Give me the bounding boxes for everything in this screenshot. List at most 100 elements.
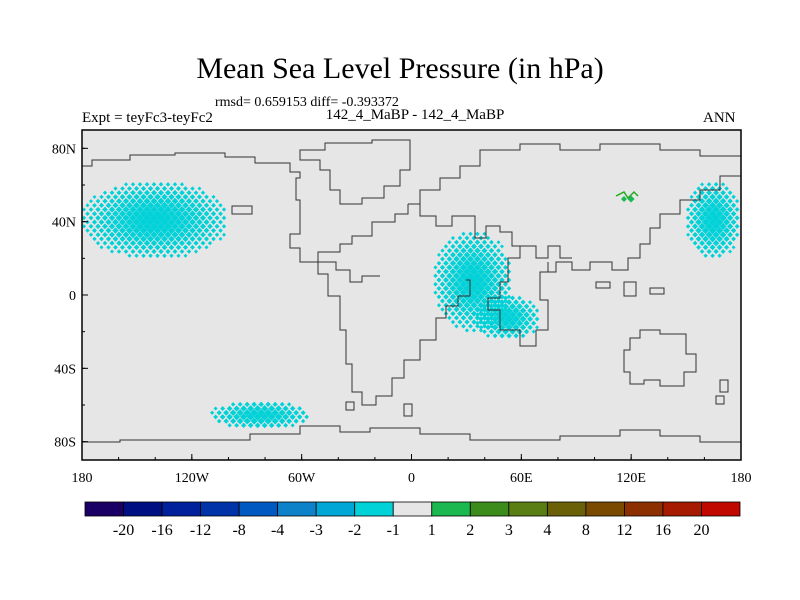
anomaly-cell: [164, 205, 172, 214]
anomaly-cell: [140, 185, 147, 192]
anomaly-cell: [700, 182, 705, 187]
anomaly-cell: [185, 214, 193, 222]
anomaly-cell: [105, 227, 112, 234]
anomaly-cell: [728, 249, 733, 254]
anomaly-cell: [122, 222, 130, 230]
anomaly-cell: [709, 193, 716, 201]
anomaly-cell: [88, 223, 94, 229]
anomaly-cell: [82, 215, 87, 221]
anomaly-cell: [706, 189, 713, 196]
anomaly-cell: [442, 276, 450, 284]
anomaly-cell: [446, 272, 453, 280]
anomaly-cell: [150, 239, 158, 247]
anomaly-cell: [698, 197, 706, 205]
anomaly-cell: [182, 194, 189, 200]
anomaly-cell: [457, 319, 463, 325]
anomaly-cell: [436, 277, 442, 283]
anomaly-cell: [251, 401, 257, 408]
anomaly-cell: [516, 303, 523, 310]
anomaly-cell: [92, 236, 97, 242]
anomaly-cell: [503, 295, 509, 301]
anomaly-cell: [689, 194, 694, 199]
anomaly-cell: [501, 310, 510, 319]
anomaly-cell: [726, 214, 734, 222]
anomaly-cell: [200, 231, 206, 238]
anomaly-cell: [153, 201, 162, 209]
anomaly-cell: [523, 303, 530, 310]
colorbar-label: 8: [582, 522, 590, 539]
anomaly-cell: [261, 422, 268, 429]
green-contour: [615, 190, 639, 200]
anomaly-cell: [213, 406, 218, 411]
anomaly-cell: [133, 235, 140, 243]
anomaly-cell: [229, 409, 237, 417]
anomaly-region: [210, 401, 309, 429]
anomaly-cell: [154, 193, 161, 201]
anomaly-cell: [453, 263, 460, 271]
anomaly-cell: [264, 408, 272, 417]
anomaly-cell: [449, 276, 457, 284]
anomaly-cell: [190, 244, 195, 250]
anomaly-cell: [506, 286, 512, 291]
colorbar-swatch: [508, 501, 548, 517]
anomaly-cell: [463, 267, 471, 276]
anomaly-cell: [286, 402, 292, 407]
colorbar-label: -8: [232, 522, 245, 539]
anomaly-cell: [168, 235, 175, 243]
anomaly-cell: [98, 210, 105, 217]
anomaly-cell: [115, 231, 123, 238]
anomaly-cell: [475, 312, 480, 318]
anomaly-cell: [218, 236, 223, 241]
anomaly-cell: [685, 224, 691, 229]
anomaly-cell: [102, 240, 108, 246]
anomaly-cell: [207, 240, 213, 246]
anomaly-cell: [446, 289, 453, 296]
anomaly-cell: [446, 264, 453, 271]
coastline-north-america: [82, 152, 409, 263]
anomaly-cell: [283, 422, 289, 428]
anomaly-cell: [446, 306, 453, 313]
anomaly-cell: [491, 285, 499, 292]
anomaly-cell: [726, 223, 734, 230]
anomaly-cell: [271, 417, 279, 425]
anomaly-cell: [508, 319, 517, 327]
anomaly-cell: [484, 276, 492, 284]
anomaly-cell: [203, 236, 210, 242]
anomaly-cell: [481, 311, 488, 318]
anomaly-cell: [125, 218, 134, 226]
anomaly-cell: [221, 207, 227, 212]
anomaly-cell: [716, 193, 723, 201]
anomaly-cell: [143, 222, 151, 231]
anomaly-cell: [699, 190, 705, 196]
anomaly-cell: [717, 253, 722, 258]
anomaly-cell: [731, 194, 736, 200]
anomaly-cell: [701, 210, 710, 218]
anomaly-cell: [715, 226, 724, 235]
anomaly-cell: [477, 293, 485, 301]
anomaly-cell: [456, 276, 464, 284]
anomaly-cell: [463, 293, 471, 301]
anomaly-cell: [197, 186, 202, 191]
anomaly-cell: [211, 236, 216, 242]
anomaly-cell: [285, 409, 293, 416]
colorbar-swatch: [431, 501, 471, 517]
anomaly-cell: [148, 253, 153, 259]
anomaly-cell: [260, 413, 269, 421]
anomaly-cell: [710, 253, 715, 259]
anomaly-cell: [186, 249, 192, 254]
anomaly-cell: [132, 209, 141, 218]
coastline-antarctica: [82, 425, 741, 443]
anomaly-cell: [123, 249, 129, 254]
anomaly-cell: [105, 202, 112, 209]
anomaly-cell: [181, 210, 190, 218]
anomaly-cell: [433, 265, 438, 270]
anomaly-cell: [513, 333, 519, 339]
anomaly-cell: [719, 231, 727, 239]
anomaly-cell: [453, 239, 459, 245]
anomaly-cell: [167, 218, 176, 226]
anomaly-cell: [692, 206, 699, 213]
anomaly-cell: [440, 248, 445, 253]
anomaly-cell: [106, 194, 111, 200]
anomaly-cell: [449, 260, 457, 267]
